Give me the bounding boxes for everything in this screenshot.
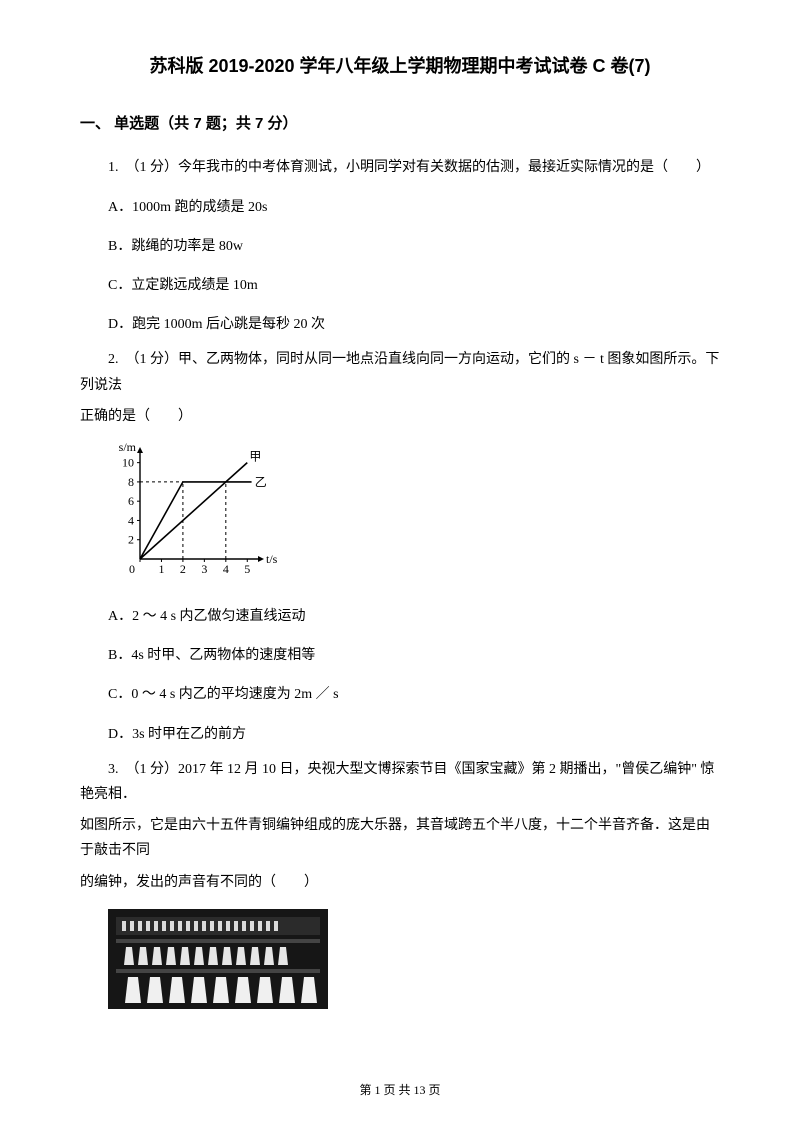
question-1: 1. （1 分）今年我市的中考体育测试，小明同学对有关数据的估测，最接近实际情况…: [80, 155, 720, 337]
q1-option-d: D．跑完 1000m 后心跳是每秒 20 次: [80, 312, 720, 337]
q2-option-d: D．3s 时甲在乙的前方: [80, 722, 720, 747]
svg-text:2: 2: [128, 533, 134, 547]
svg-text:1: 1: [158, 562, 164, 576]
q3-image: [108, 909, 328, 1009]
svg-text:6: 6: [128, 494, 134, 508]
svg-text:5: 5: [244, 562, 250, 576]
svg-text:甲: 甲: [249, 450, 261, 464]
section-header: 一、 单选题（共 7 题；共 7 分）: [80, 110, 720, 137]
svg-text:s/m: s/m: [119, 441, 137, 454]
q1-option-a: A．1000m 跑的成绩是 20s: [80, 195, 720, 220]
svg-text:10: 10: [122, 456, 134, 470]
svg-text:t/s: t/s: [266, 552, 278, 566]
page-title: 苏科版 2019-2020 学年八年级上学期物理期中考试试卷 C 卷(7): [80, 50, 720, 82]
svg-text:乙: 乙: [255, 475, 267, 489]
q2-option-c: C．0 ～ 4 s 内乙的平均速度为 2m ／ s: [80, 682, 720, 707]
q2-stem-2: 正确的是（ ）: [80, 404, 720, 429]
q2-stem-1: 2. （1 分）甲、乙两物体，同时从同一地点沿直线向同一方向运动，它们的 s －…: [80, 347, 720, 397]
q2-chart: 1 2 3 4 5 0 2 4 6 8 10 s/m t/s 甲乙: [108, 441, 720, 590]
page-footer: 第 1 页 共 13 页: [0, 1080, 800, 1102]
q3-stem-3: 的编钟，发出的声音有不同的（ ）: [80, 870, 720, 895]
q3-stem-1: 3. （1 分）2017 年 12 月 10 日，央视大型文博探索节目《国家宝藏…: [80, 757, 720, 807]
svg-text:4: 4: [128, 513, 134, 527]
question-3: 3. （1 分）2017 年 12 月 10 日，央视大型文博探索节目《国家宝藏…: [80, 757, 720, 1009]
question-2: 2. （1 分）甲、乙两物体，同时从同一地点沿直线向同一方向运动，它们的 s －…: [80, 347, 720, 747]
q1-option-b: B．跳绳的功率是 80w: [80, 234, 720, 259]
svg-text:3: 3: [201, 562, 207, 576]
svg-text:0: 0: [129, 562, 135, 576]
q2-option-a: A．2 ～ 4 s 内乙做匀速直线运动: [80, 604, 720, 629]
svg-text:8: 8: [128, 475, 134, 489]
q3-stem-2: 如图所示，它是由六十五件青铜编钟组成的庞大乐器，其音域跨五个半八度，十二个半音齐…: [80, 813, 720, 863]
q1-stem: 1. （1 分）今年我市的中考体育测试，小明同学对有关数据的估测，最接近实际情况…: [80, 155, 720, 180]
q1-option-c: C．立定跳远成绩是 10m: [80, 273, 720, 298]
q2-option-b: B．4s 时甲、乙两物体的速度相等: [80, 643, 720, 668]
svg-text:2: 2: [180, 562, 186, 576]
svg-text:4: 4: [223, 562, 229, 576]
